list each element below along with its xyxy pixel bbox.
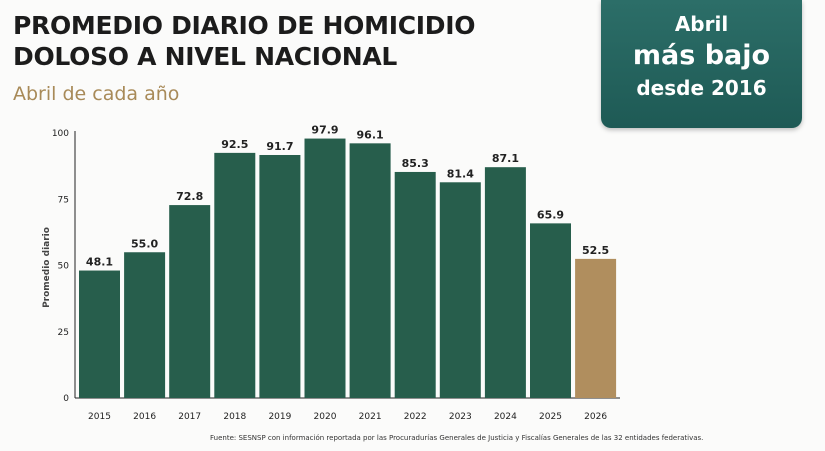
page-subtitle: Abril de cada año	[13, 83, 180, 105]
badge-line-1: Abril	[674, 12, 729, 36]
bar-2023	[439, 182, 481, 398]
y-tick-label: 50	[58, 262, 70, 272]
badge-line-3: desde 2016	[636, 76, 767, 100]
x-tick-label-2018: 2018	[223, 412, 246, 422]
x-tick-label-2026: 2026	[584, 412, 607, 422]
data-label-2019: 91.7	[266, 140, 293, 153]
data-label-2016: 55.0	[131, 237, 158, 250]
x-tick-label-2017: 2017	[178, 412, 201, 422]
badge-line-2: más bajo	[632, 40, 771, 71]
bar-2018	[214, 152, 256, 398]
y-tick-label: 0	[63, 394, 69, 404]
data-label-2017: 72.8	[176, 190, 203, 203]
source-note: Fuente: SESNSP con información reportada…	[210, 434, 704, 442]
bar-2015	[79, 270, 120, 398]
data-label-2024: 87.1	[492, 152, 519, 165]
bar-2016	[124, 252, 166, 398]
title-line-2: DOLOSO A NIVEL NACIONAL	[13, 42, 398, 71]
data-label-2022: 85.3	[402, 157, 429, 170]
x-tick-label-2021: 2021	[359, 412, 382, 422]
y-tick-label: 100	[52, 129, 69, 139]
bar-2025	[530, 223, 571, 398]
x-tick-label-2015: 2015	[88, 412, 111, 422]
x-tick-label-2019: 2019	[268, 412, 291, 422]
data-label-2021: 96.1	[357, 128, 384, 141]
data-label-2025: 65.9	[537, 208, 564, 221]
bar-2026	[575, 258, 617, 398]
highlight-badge: Abril más bajo desde 2016	[601, 0, 802, 128]
data-label-2020: 97.9	[311, 124, 338, 137]
x-tick-label-2023: 2023	[449, 412, 472, 422]
page-title: PROMEDIO DIARIO DE HOMICIDIO DOLOSO A NI…	[13, 10, 475, 72]
y-tick-label: 75	[58, 195, 69, 205]
x-tick-label-2016: 2016	[133, 412, 156, 422]
x-tick-label-2020: 2020	[314, 412, 337, 422]
data-label-2015: 48.1	[86, 256, 113, 269]
data-label-2018: 92.5	[221, 138, 248, 151]
x-tick-label-2022: 2022	[404, 412, 427, 422]
x-tick-label-2025: 2025	[539, 412, 562, 422]
bar-2024	[484, 167, 526, 398]
y-axis-title: Promedio diario	[42, 227, 52, 308]
data-label-2023: 81.4	[447, 167, 474, 180]
bar-2020	[304, 138, 346, 398]
bar-2022	[394, 171, 436, 398]
bar-2021	[349, 143, 391, 398]
bar-2017	[169, 205, 211, 398]
y-tick-label: 25	[58, 328, 69, 338]
title-line-1: PROMEDIO DIARIO DE HOMICIDIO	[13, 11, 476, 40]
x-tick-label-2024: 2024	[494, 412, 517, 422]
data-label-2026: 52.5	[582, 244, 609, 257]
bar-2019	[259, 154, 301, 398]
